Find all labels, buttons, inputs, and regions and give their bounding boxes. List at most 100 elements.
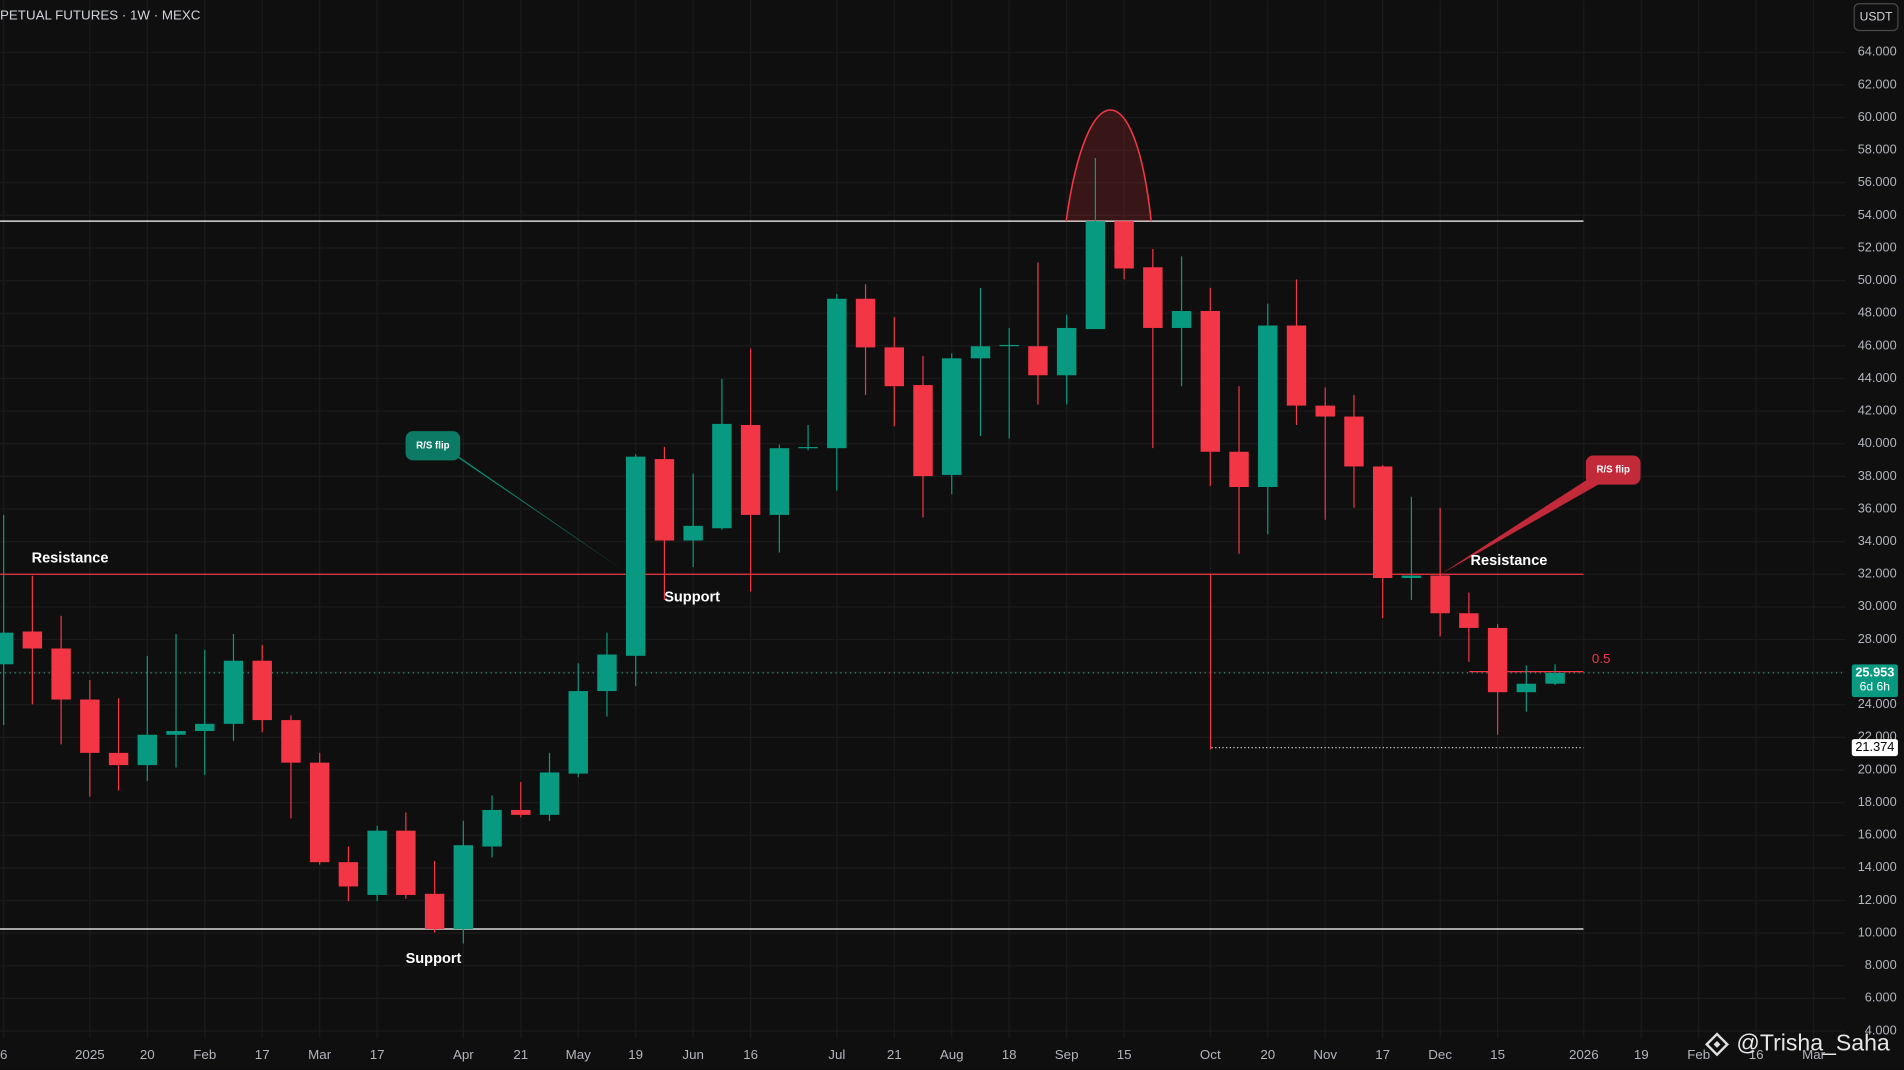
- candle-body: [51, 648, 71, 700]
- x-tick-label: Dec: [1428, 1047, 1452, 1062]
- y-tick-label: 52.000: [1858, 239, 1897, 254]
- grid: [0, 0, 1846, 1039]
- y-tick-label: 18.000: [1858, 794, 1897, 809]
- axis-background: [1845, 0, 1904, 1070]
- watermark: @Trisha_Saha: [1704, 1029, 1890, 1057]
- y-tick-label: 46.000: [1858, 337, 1897, 352]
- candle-body: [1516, 683, 1537, 693]
- callout-wedge: [1440, 477, 1601, 575]
- candle-body: [712, 423, 732, 529]
- x-tick-label: Mar: [1802, 1047, 1826, 1062]
- callout-box: [405, 431, 461, 461]
- callout-label: R/S flip: [1596, 465, 1629, 476]
- x-tick-label: May: [566, 1047, 592, 1062]
- watermark-text: @Trisha_Saha: [1736, 1029, 1889, 1055]
- levels: [0, 220, 1846, 930]
- y-tick-label: 64.000: [1858, 44, 1897, 59]
- countdown: 6d 6h: [1860, 680, 1890, 694]
- marked-price-tag: [1851, 739, 1898, 757]
- y-tick-label: 56.000: [1858, 174, 1897, 189]
- candle-body: [1085, 221, 1106, 330]
- x-tick-label: 2026: [1569, 1047, 1599, 1062]
- candle-body: [1258, 325, 1278, 487]
- x-tick-label: 20: [1260, 1047, 1275, 1062]
- candle-body: [482, 809, 502, 847]
- y-tick-label: 38.000: [1858, 468, 1897, 483]
- annotation: Support: [406, 951, 462, 967]
- x-tick-label: 20: [140, 1047, 155, 1062]
- y-tick-label: 10.000: [1858, 924, 1897, 939]
- fib-label: 0.5: [1592, 651, 1611, 666]
- candle-body: [1229, 451, 1249, 487]
- last-price-label: 25.953: [1855, 664, 1894, 679]
- candle-body: [1372, 466, 1393, 579]
- y-tick-label: 32.000: [1858, 566, 1897, 581]
- y-tick-label: 36.000: [1858, 500, 1897, 515]
- candle-body: [511, 809, 531, 815]
- candle-body: [1545, 672, 1565, 684]
- candle-body: [252, 660, 272, 721]
- candle-body: [1143, 267, 1163, 328]
- annotation: Resistance: [1471, 553, 1548, 569]
- candle-body: [1459, 613, 1479, 628]
- y-tick-label: 60.000: [1858, 109, 1897, 124]
- y-tick-label: 48.000: [1858, 305, 1897, 320]
- x-tick-label: 6: [0, 1047, 7, 1062]
- callout-label: R/S flip: [416, 440, 449, 451]
- x-tick-label: Oct: [1200, 1047, 1221, 1062]
- candle-body: [1344, 416, 1364, 467]
- currency[interactable]: USDT: [1860, 9, 1894, 23]
- candle-body: [1430, 575, 1450, 614]
- currency-box[interactable]: [1853, 3, 1899, 32]
- candle-body: [1286, 325, 1307, 406]
- x-tick-label: 21: [513, 1047, 528, 1062]
- candle-body: [625, 456, 646, 656]
- x-tick-label: 16: [743, 1047, 758, 1062]
- marked-price-label: 21.374: [1855, 739, 1894, 754]
- candle-body: [1487, 627, 1508, 693]
- arc: [1065, 109, 1152, 222]
- y-tick-label: 44.000: [1858, 370, 1897, 385]
- chart-title: PETUAL FUTURES · 1W · MEXC: [0, 7, 201, 22]
- candle-body: [80, 699, 100, 753]
- candle-body: [22, 631, 43, 649]
- candle-body: [1171, 311, 1192, 328]
- candle-body: [338, 862, 359, 887]
- x-tick-label: Jul: [828, 1047, 845, 1062]
- candle-body: [855, 298, 876, 348]
- x-tick-label: 17: [1375, 1047, 1390, 1062]
- x-tick-label: 15: [1117, 1047, 1132, 1062]
- x-tick-label: Feb: [193, 1047, 216, 1062]
- candle-body: [913, 385, 933, 477]
- candle-body: [108, 752, 129, 766]
- x-tick-label: 19: [1634, 1047, 1649, 1062]
- annotation: Resistance: [32, 551, 109, 567]
- candle-body: [999, 344, 1019, 347]
- candle-body: [309, 762, 330, 863]
- candle-body: [223, 660, 244, 724]
- x-tick-label: Apr: [453, 1047, 474, 1062]
- candle-body: [1056, 327, 1077, 376]
- candle-body: [942, 358, 962, 475]
- candle-body: [827, 298, 847, 449]
- x-tick-label: Mar: [308, 1047, 332, 1062]
- y-tick-label: 24.000: [1858, 696, 1897, 711]
- candle-body: [683, 525, 703, 541]
- y-tick-label: 40.000: [1858, 435, 1897, 450]
- y-tick-label: 28.000: [1858, 631, 1897, 646]
- callout-box: [1585, 455, 1641, 485]
- candle-body: [453, 845, 474, 930]
- x-tick-label: Aug: [940, 1047, 964, 1062]
- candle-body: [597, 654, 617, 692]
- y-tick-label: 42.000: [1858, 403, 1897, 418]
- last-price-tag: [1851, 664, 1898, 698]
- candle-body: [970, 346, 991, 359]
- y-tick-label: 12.000: [1858, 892, 1897, 907]
- x-tick-label: Feb: [1687, 1047, 1710, 1062]
- candle-body: [195, 723, 215, 732]
- arc-fill: [1066, 110, 1152, 222]
- x-tick-label: 17: [370, 1047, 385, 1062]
